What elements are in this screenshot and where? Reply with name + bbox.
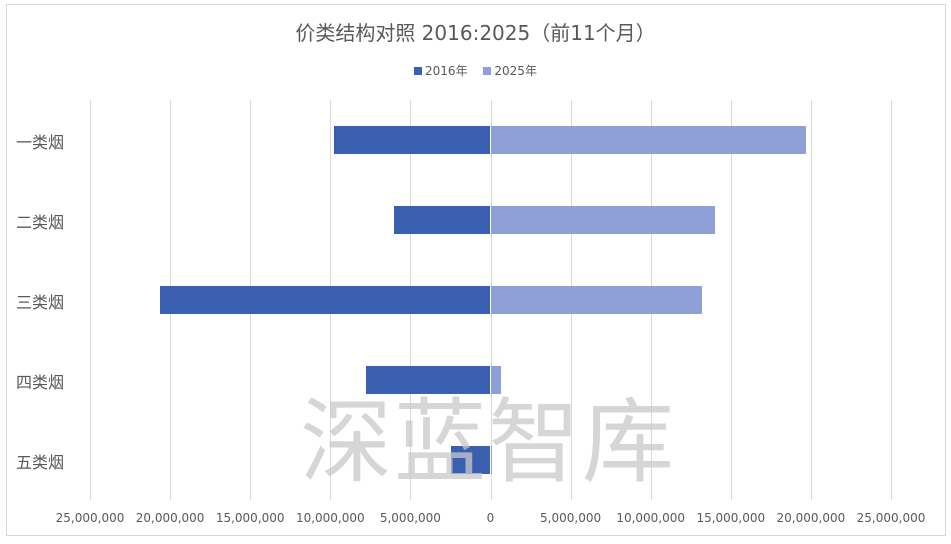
bar: [394, 206, 491, 234]
watermark: 深蓝智库: [300, 389, 677, 496]
bar: [451, 446, 491, 474]
bar: [490, 126, 807, 154]
legend-label: 2016年: [425, 64, 468, 78]
legend-item-2025: 2025年: [483, 62, 537, 79]
x-tick-label: 15,000,000: [696, 511, 766, 525]
category-label: 五类烟: [16, 453, 65, 472]
bar: [160, 286, 491, 314]
category-label: 三类烟: [16, 293, 65, 312]
category-label: 二类烟: [16, 213, 65, 232]
gridline: [891, 100, 892, 500]
x-tick-label: 5,000,000: [540, 511, 602, 525]
gridline: [90, 100, 91, 500]
legend-swatch-2025: [483, 67, 492, 75]
x-tick-label: 5,000,000: [379, 511, 441, 525]
gridline: [810, 100, 812, 500]
x-tick-label: 10,000,000: [616, 511, 686, 525]
legend-label: 2025年: [494, 64, 537, 78]
bar: [490, 206, 715, 234]
legend-item-2016: 2016年: [414, 62, 468, 79]
bar: [490, 286, 702, 314]
bar: [366, 366, 491, 394]
plot-area: [90, 100, 892, 500]
category-label: 四类烟: [16, 373, 65, 392]
x-tick-label: 15,000,000: [215, 511, 285, 525]
bar: [490, 446, 493, 474]
category-label: 一类烟: [16, 133, 65, 152]
x-tick-label: 20,000,000: [776, 511, 846, 525]
legend: 2016年 2025年: [0, 62, 951, 79]
x-tick-label: 25,000,000: [55, 511, 125, 525]
bar: [333, 126, 491, 154]
x-tick-label: 0: [486, 511, 495, 525]
legend-swatch-2016: [414, 67, 423, 75]
x-tick-label: 20,000,000: [135, 511, 205, 525]
chart-title: 价类结构对照 2016:2025（前11个月）: [295, 21, 656, 45]
bar: [490, 366, 501, 394]
x-tick-label: 25,000,000: [856, 511, 926, 525]
gridline: [730, 100, 732, 500]
x-tick-label: 10,000,000: [295, 511, 365, 525]
